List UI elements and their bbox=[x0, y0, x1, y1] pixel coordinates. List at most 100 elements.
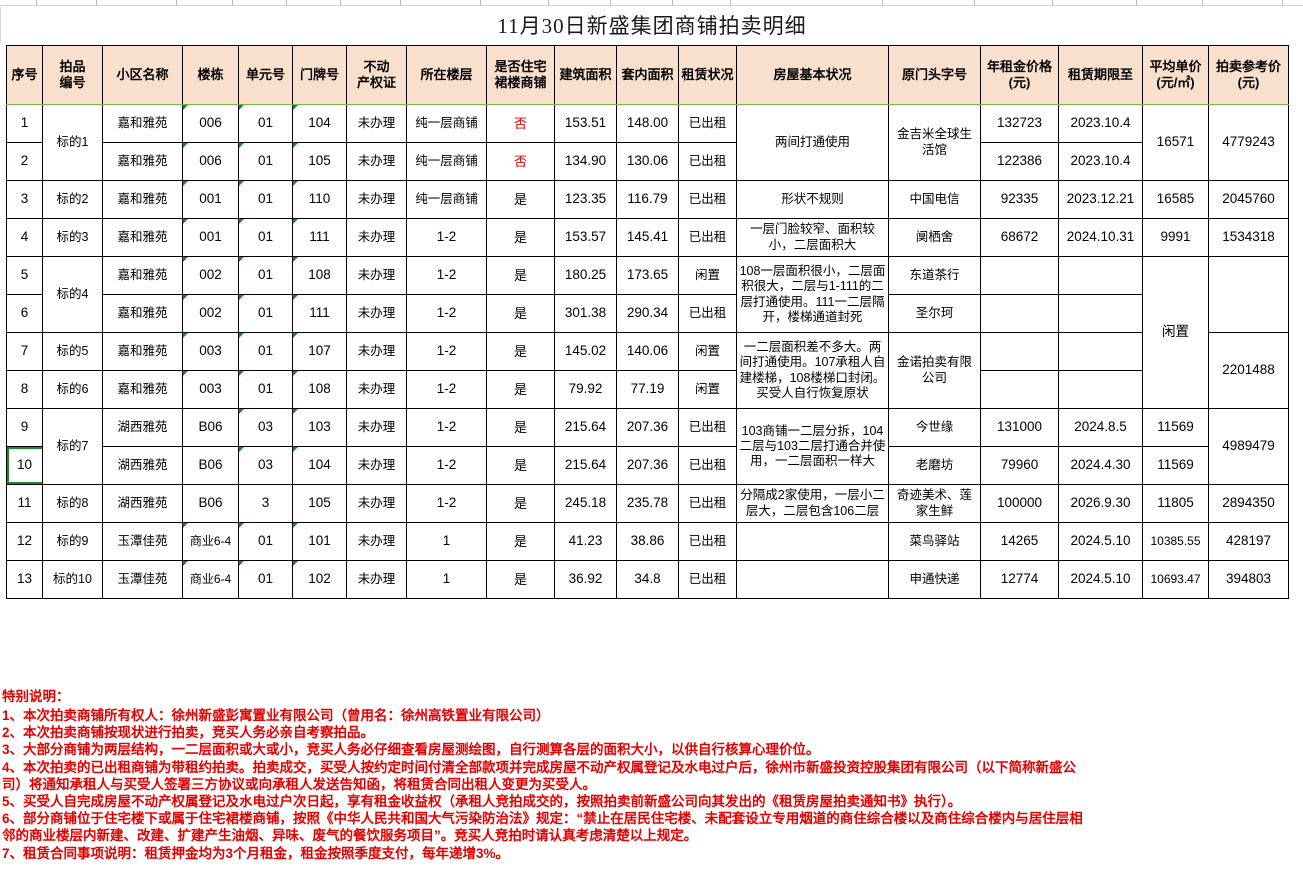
col-header-inner-area[interactable]: 套内面积 bbox=[616, 45, 679, 105]
cell-is-podium[interactable]: 否 bbox=[486, 142, 555, 181]
cell-floor[interactable]: 1-2 bbox=[406, 218, 487, 257]
cell-door[interactable]: 104 bbox=[292, 446, 347, 485]
cell-unit[interactable]: 01 bbox=[238, 218, 293, 257]
cell-lease-status[interactable]: 已出租 bbox=[678, 180, 737, 219]
cell-seq[interactable]: 12 bbox=[6, 522, 43, 561]
cell-cert[interactable]: 未办理 bbox=[346, 560, 407, 599]
cell-unit[interactable]: 01 bbox=[238, 104, 293, 143]
cell-house-condition[interactable]: 分隔成2家使用，一层小二层大，二层包含106二层 bbox=[736, 484, 889, 523]
cell-inner-area[interactable]: 38.86 bbox=[616, 522, 679, 561]
cell-cert[interactable]: 未办理 bbox=[346, 332, 407, 371]
cell-unit[interactable]: 01 bbox=[238, 256, 293, 295]
cell-is-podium[interactable]: 是 bbox=[486, 560, 555, 599]
cell-is-podium[interactable]: 是 bbox=[486, 332, 555, 371]
cell-original-sign[interactable]: 今世缘 bbox=[888, 408, 981, 447]
cell-is-podium[interactable]: 是 bbox=[486, 408, 555, 447]
col-header-gross-area[interactable]: 建筑面积 bbox=[554, 45, 617, 105]
cell-seq[interactable]: 4 bbox=[6, 218, 43, 257]
cell-lease-until[interactable]: 2023.10.4 bbox=[1058, 142, 1143, 181]
cell-lot-no[interactable]: 标的10 bbox=[42, 560, 103, 599]
cell-community[interactable]: 嘉和雅苑 bbox=[102, 256, 183, 295]
cell-cert[interactable]: 未办理 bbox=[346, 256, 407, 295]
cell-lease-status[interactable]: 已出租 bbox=[678, 446, 737, 485]
cell-annual-rent[interactable]: 122386 bbox=[980, 142, 1059, 181]
cell-unit[interactable]: 3 bbox=[238, 484, 293, 523]
cell-door[interactable]: 111 bbox=[292, 294, 347, 333]
cell-inner-area[interactable]: 77.19 bbox=[616, 370, 679, 409]
cell-door[interactable]: 111 bbox=[292, 218, 347, 257]
cell-gross-area[interactable]: 215.64 bbox=[554, 408, 617, 447]
cell-building[interactable]: 003 bbox=[182, 370, 239, 409]
cell-unit[interactable]: 01 bbox=[238, 180, 293, 219]
col-header-floor[interactable]: 所在楼层 bbox=[406, 45, 487, 105]
cell-inner-area[interactable]: 207.36 bbox=[616, 408, 679, 447]
col-header-original-sign[interactable]: 原门头字号 bbox=[888, 45, 981, 105]
cell-gross-area[interactable]: 36.92 bbox=[554, 560, 617, 599]
cell-house-condition[interactable] bbox=[736, 522, 889, 561]
cell-cert[interactable]: 未办理 bbox=[346, 446, 407, 485]
cell-is-podium[interactable]: 是 bbox=[486, 446, 555, 485]
cell-annual-rent[interactable]: 131000 bbox=[980, 408, 1059, 447]
col-header-seq[interactable]: 序号 bbox=[6, 45, 43, 105]
cell-is-podium[interactable]: 是 bbox=[486, 218, 555, 257]
cell-gross-area[interactable]: 79.92 bbox=[554, 370, 617, 409]
cell-reference-price[interactable]: 4989479 bbox=[1208, 408, 1289, 485]
cell-unit[interactable]: 01 bbox=[238, 294, 293, 333]
cell-original-sign[interactable]: 阒栖舍 bbox=[888, 218, 981, 257]
cell-annual-rent[interactable]: 12774 bbox=[980, 560, 1059, 599]
cell-original-sign[interactable]: 老磨坊 bbox=[888, 446, 981, 485]
cell-annual-rent[interactable]: 92335 bbox=[980, 180, 1059, 219]
cell-lease-status[interactable]: 闲置 bbox=[678, 332, 737, 371]
cell-lease-status[interactable]: 已出租 bbox=[678, 484, 737, 523]
cell-floor[interactable]: 1 bbox=[406, 522, 487, 561]
cell-floor[interactable]: 纯一层商铺 bbox=[406, 142, 487, 181]
cell-cert[interactable]: 未办理 bbox=[346, 180, 407, 219]
cell-original-sign[interactable]: 金诺拍卖有限公司 bbox=[888, 332, 981, 409]
cell-unit[interactable]: 03 bbox=[238, 446, 293, 485]
cell-gross-area[interactable]: 123.35 bbox=[554, 180, 617, 219]
col-header-door[interactable]: 门牌号 bbox=[292, 45, 347, 105]
cell-community[interactable]: 湖西雅苑 bbox=[102, 484, 183, 523]
col-header-lease-until[interactable]: 租赁期限至 bbox=[1058, 45, 1143, 105]
cell-building[interactable]: B06 bbox=[182, 446, 239, 485]
cell-lease-until[interactable]: 2024.5.10 bbox=[1058, 560, 1143, 599]
col-header-reference-price[interactable]: 拍卖参考价 (元) bbox=[1208, 45, 1289, 105]
cell-lot-no[interactable]: 标的4 bbox=[42, 256, 103, 333]
cell-annual-rent[interactable] bbox=[980, 370, 1059, 409]
cell-house-condition[interactable]: 一二层面积差不多大。两间打通使用。107承租人自建楼梯，108楼梯口封闭。买受人… bbox=[736, 332, 889, 409]
cell-lease-until[interactable]: 2024.4.30 bbox=[1058, 446, 1143, 485]
cell-lease-until[interactable]: 2023.12.21 bbox=[1058, 180, 1143, 219]
cell-seq[interactable]: 7 bbox=[6, 332, 43, 371]
cell-inner-area[interactable]: 173.65 bbox=[616, 256, 679, 295]
cell-community[interactable]: 湖西雅苑 bbox=[102, 408, 183, 447]
cell-gross-area[interactable]: 180.25 bbox=[554, 256, 617, 295]
cell-inner-area[interactable]: 140.06 bbox=[616, 332, 679, 371]
cell-seq[interactable]: 13 bbox=[6, 560, 43, 599]
cell-reference-price[interactable]: 1534318 bbox=[1208, 218, 1289, 257]
cell-unit[interactable]: 01 bbox=[238, 370, 293, 409]
cell-seq[interactable]: 10 bbox=[6, 446, 43, 485]
cell-floor[interactable]: 1-2 bbox=[406, 408, 487, 447]
cell-floor[interactable]: 1-2 bbox=[406, 332, 487, 371]
cell-door[interactable]: 102 bbox=[292, 560, 347, 599]
col-header-unit[interactable]: 单元号 bbox=[238, 45, 293, 105]
cell-lease-status[interactable]: 闲置 bbox=[678, 256, 737, 295]
cell-original-sign[interactable]: 东道茶行 bbox=[888, 256, 981, 295]
cell-community[interactable]: 嘉和雅苑 bbox=[102, 370, 183, 409]
cell-is-podium[interactable]: 是 bbox=[486, 370, 555, 409]
cell-building[interactable]: 003 bbox=[182, 332, 239, 371]
cell-lot-no[interactable]: 标的2 bbox=[42, 180, 103, 219]
cell-building[interactable]: 001 bbox=[182, 180, 239, 219]
cell-community[interactable]: 嘉和雅苑 bbox=[102, 332, 183, 371]
cell-floor[interactable]: 1-2 bbox=[406, 484, 487, 523]
cell-lease-until[interactable] bbox=[1058, 294, 1143, 333]
cell-inner-area[interactable]: 145.41 bbox=[616, 218, 679, 257]
cell-lease-status[interactable]: 已出租 bbox=[678, 560, 737, 599]
cell-house-condition[interactable]: 形状不规则 bbox=[736, 180, 889, 219]
cell-community[interactable]: 嘉和雅苑 bbox=[102, 142, 183, 181]
cell-unit[interactable]: 01 bbox=[238, 560, 293, 599]
cell-lease-until[interactable]: 2024.8.5 bbox=[1058, 408, 1143, 447]
cell-seq[interactable]: 1 bbox=[6, 104, 43, 143]
cell-lease-status[interactable]: 已出租 bbox=[678, 294, 737, 333]
cell-inner-area[interactable]: 34.8 bbox=[616, 560, 679, 599]
